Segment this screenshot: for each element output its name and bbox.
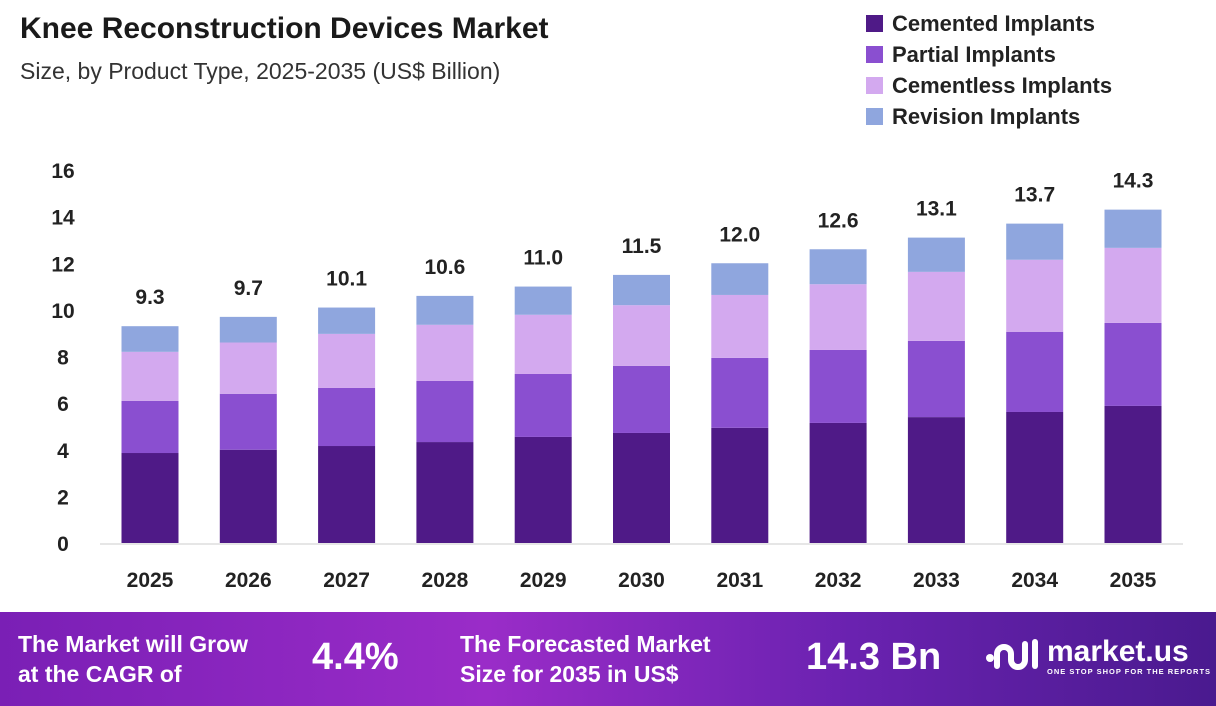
bar-segment-cementless-implants [809,284,867,350]
legend-item: Cementless Implants [866,70,1112,101]
y-tick-label: 10 [51,300,74,323]
bar-segment-cementless-implants [219,342,277,394]
bar-segment-partial-implants [514,373,572,437]
x-tick-label: 2027 [323,569,370,592]
bar-total-label: 11.0 [523,247,563,270]
bar-segment-cementless-implants [318,333,376,388]
bar-segment-partial-implants [613,365,670,433]
bar-segment-revision-implants [318,307,376,334]
bar-segment-cementless-implants [514,314,572,374]
forecast-value: 14.3 Bn [806,636,942,678]
x-tick-label: 2034 [1011,569,1058,592]
bar-segment-cementless-implants [613,305,670,366]
bar-segment-cemented-implants [613,432,670,543]
x-tick-label: 2026 [225,569,272,592]
bar-segment-cementless-implants [711,294,769,358]
y-tick-label: 6 [57,393,69,416]
bar-segment-revision-implants [1104,209,1162,248]
bar-segment-revision-implants [613,274,670,306]
bar-segment-revision-implants [907,237,965,272]
bar-total-label: 9.7 [234,277,263,300]
legend: Cemented Implants Partial Implants Cemen… [866,8,1112,132]
y-tick-label: 2 [57,486,69,509]
bar-segment-partial-implants [219,393,277,450]
logo-icon [986,639,1038,670]
y-tick-label: 0 [57,533,69,556]
legend-item: Cemented Implants [866,8,1112,39]
bar-segment-cemented-implants [711,427,769,543]
x-tick-label: 2031 [716,569,763,592]
bar-segment-cemented-implants [1006,411,1064,543]
summary-banner: The Market will Grow at the CAGR of 4.4% … [0,612,1216,706]
x-tick-label: 2028 [422,569,469,592]
bar-segment-cemented-implants [318,446,376,543]
bar-segment-partial-implants [318,387,376,447]
cagr-label: The Market will Grow at the CAGR of [18,631,249,687]
bar-total-label: 12.0 [719,223,760,246]
chart-title: Knee Reconstruction Devices Market [20,12,549,45]
bar-total-label: 13.1 [916,198,957,221]
y-tick-label: 14 [51,207,75,230]
bar-segment-partial-implants [809,349,867,423]
bar-total-label: 14.3 [1113,170,1154,193]
bar-segment-cemented-implants [907,417,965,543]
bar-segment-partial-implants [1006,331,1064,412]
legend-item: Partial Implants [866,39,1112,70]
cagr-value: 4.4% [312,636,399,678]
bar-segment-cementless-implants [907,271,965,341]
bar-segment-cementless-implants [121,351,179,401]
bar-segment-cemented-implants [121,453,179,543]
bar-segment-partial-implants [907,340,965,418]
bar-segment-partial-implants [416,380,474,443]
bar-segment-revision-implants [809,249,867,285]
bar-total-label: 10.6 [424,256,465,279]
x-tick-label: 2025 [127,569,174,592]
bar-segment-cemented-implants [514,436,572,543]
bar-total-label: 9.3 [135,286,164,309]
bar-segment-revision-implants [1006,223,1064,260]
x-tick-label: 2029 [520,569,567,592]
bar-segment-cemented-implants [809,422,867,543]
chart-subtitle: Size, by Product Type, 2025-2035 (US$ Bi… [20,58,501,84]
bar-segment-partial-implants [711,357,769,428]
bar-segment-partial-implants [121,400,179,454]
bar-segment-cemented-implants [416,442,474,543]
bar-segment-revision-implants [514,286,572,315]
x-tick-label: 2033 [913,569,960,592]
bar-segment-revision-implants [121,326,179,352]
stacked-bar-chart: 0 2 4 6 8 10 12 14 16 9.3 2025 9.7 2026 10.1 2027 10.6 2… [51,160,1183,592]
bar-total-label: 11.5 [622,235,662,258]
bar-total-label: 10.1 [326,268,367,291]
y-tick-label: 12 [51,253,74,276]
bar-total-label: 13.7 [1014,184,1055,207]
bar-segment-cementless-implants [1104,247,1162,323]
bar-segment-cementless-implants [1006,259,1064,332]
forecast-label: The Forecasted Market Size for 2035 in US… [460,631,711,687]
bar-segment-cementless-implants [416,324,474,381]
legend-item: Revision Implants [866,101,1112,132]
bar-segment-revision-implants [219,316,277,343]
x-tick-label: 2035 [1110,569,1157,592]
market-us-logo: market.us ONE STOP SHOP FOR THE REPORTS [985,636,1211,676]
y-tick-label: 16 [51,160,74,183]
bar-segment-cemented-implants [1104,405,1162,543]
y-tick-label: 8 [57,347,69,370]
y-tick-label: 4 [57,440,69,463]
x-tick-label: 2030 [618,569,665,592]
x-tick-label: 2032 [815,569,862,592]
bar-segment-cemented-implants [219,449,277,543]
bar-segment-revision-implants [416,295,474,325]
bar-total-label: 12.6 [818,209,859,232]
bar-segment-partial-implants [1104,322,1162,406]
bar-segment-revision-implants [711,263,769,295]
